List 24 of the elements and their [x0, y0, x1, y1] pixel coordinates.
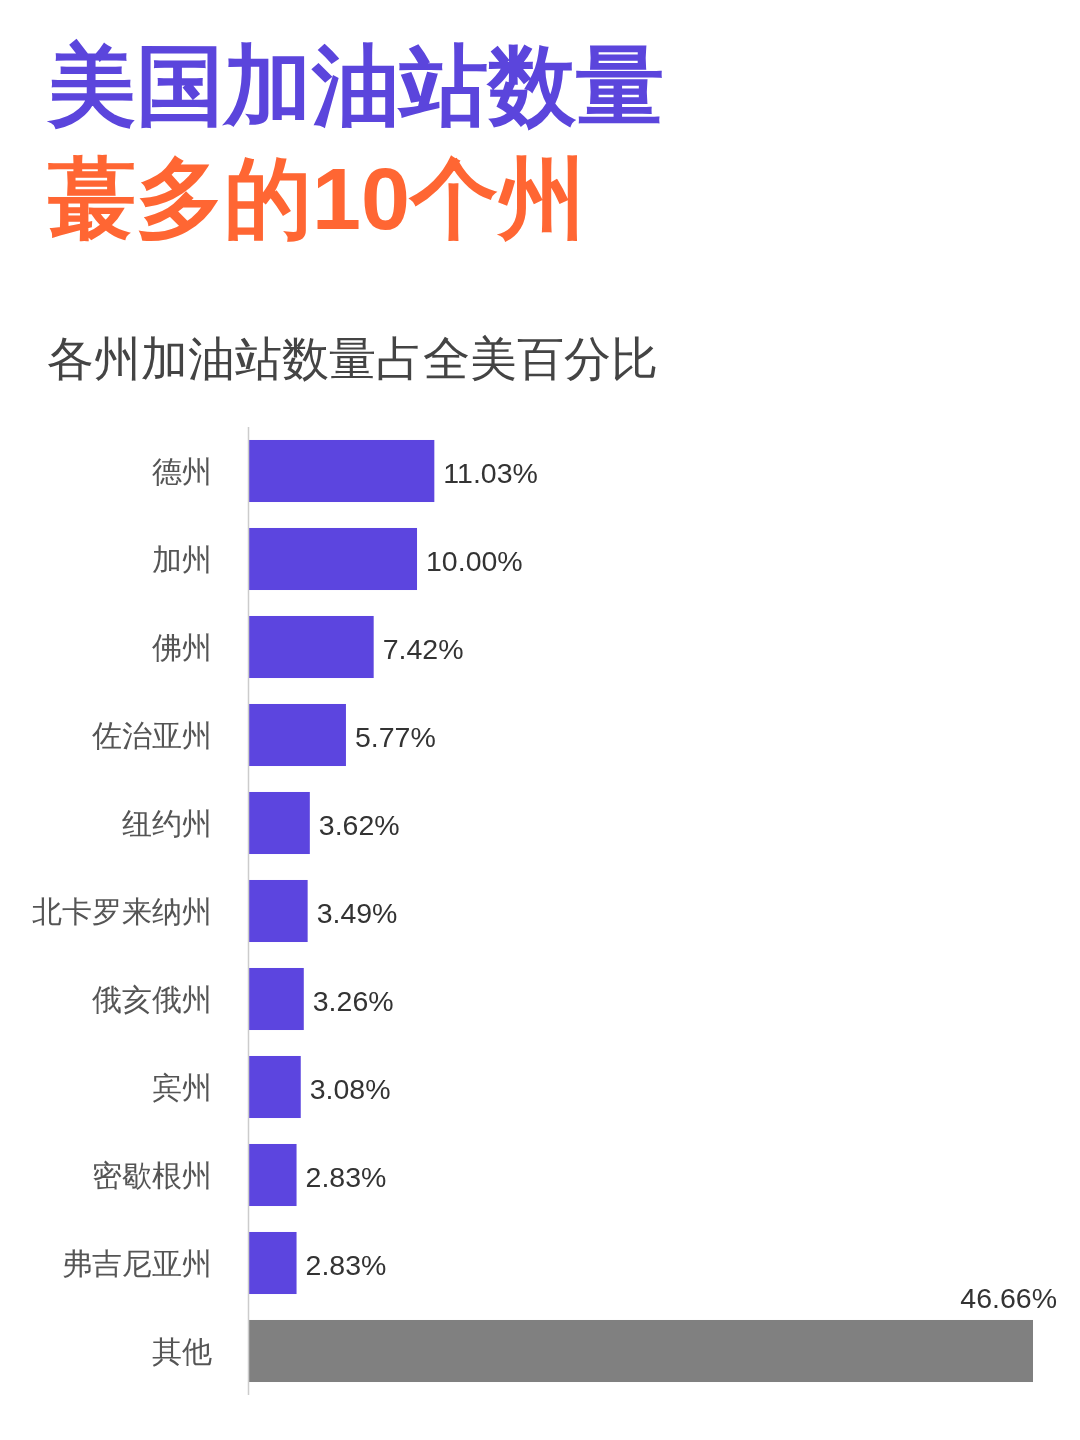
- data-label: 11.03%: [443, 457, 538, 489]
- category-label: 其他: [152, 1334, 212, 1368]
- data-label: 2.83%: [305, 1249, 387, 1281]
- category-label: 佐治亚州: [92, 718, 212, 752]
- data-label: 3.08%: [309, 1073, 391, 1105]
- data-label: 46.66%: [960, 1282, 1057, 1314]
- data-label: 5.77%: [354, 721, 436, 753]
- data-label: 3.26%: [312, 985, 394, 1017]
- category-label: 德州: [152, 454, 212, 488]
- data-label: 10.00%: [426, 545, 523, 577]
- data-label: 2.83%: [305, 1161, 387, 1193]
- title: 美国加油站数量蕞多的10个州: [48, 35, 664, 248]
- category-label: 俄亥俄州: [92, 982, 212, 1016]
- category-label: 加州: [152, 542, 212, 576]
- category-label: 宾州: [152, 1070, 212, 1104]
- category-label: 纽约州: [122, 806, 212, 840]
- data-label: 3.49%: [316, 897, 398, 929]
- subtitle: 各州加油站数量占全美百分比: [47, 331, 658, 385]
- category-label: 佛州: [152, 630, 212, 664]
- category-label: 北卡罗来纳州: [32, 894, 212, 928]
- category-label: 弗吉尼亚州: [62, 1246, 212, 1280]
- data-label: 7.42%: [382, 633, 464, 665]
- category-label: 密歇根州: [92, 1158, 212, 1192]
- data-label: 3.62%: [318, 809, 400, 841]
